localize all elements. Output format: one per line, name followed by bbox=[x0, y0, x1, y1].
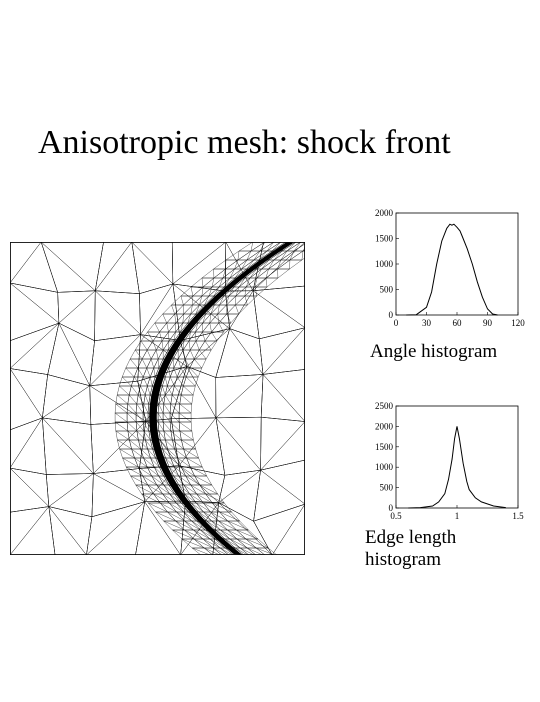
anisotropic-mesh-figure bbox=[10, 242, 305, 555]
edge-hist-ytick-label: 0 bbox=[389, 503, 394, 513]
angle-hist-ytick-label: 500 bbox=[380, 285, 394, 295]
angle-hist-ytick-label: 1500 bbox=[375, 234, 394, 244]
edge-hist-ytick-label: 1500 bbox=[375, 442, 394, 452]
edge-hist-ytick-label: 2500 bbox=[375, 401, 394, 411]
angle-hist-xtick-label: 30 bbox=[422, 318, 432, 328]
angle-hist-xtick-label: 90 bbox=[483, 318, 493, 328]
edge-hist-xtick-label: 0.5 bbox=[390, 511, 402, 521]
angle-hist-xtick-label: 0 bbox=[394, 318, 399, 328]
edge-hist-ytick-label: 1000 bbox=[375, 462, 394, 472]
edge-caption-line2: histogram bbox=[365, 549, 441, 570]
edge-hist-axes-frame bbox=[395, 405, 519, 509]
edge-caption-line1: Edge length bbox=[365, 527, 457, 548]
edge-length-histogram-caption: Edge length histogram bbox=[365, 527, 456, 571]
angle-hist-ytick-label: 2000 bbox=[375, 208, 394, 218]
angle-hist-ytick-label: 0 bbox=[389, 310, 394, 320]
edge-hist-series-line bbox=[408, 426, 506, 509]
angle-histogram: 0 500 1000 1500 2000 0 30 60 90 120 bbox=[360, 205, 530, 340]
angle-hist-xtick-label: 120 bbox=[511, 318, 525, 328]
edge-length-histogram: 0 500 1000 1500 2000 2500 0.5 1 1.5 bbox=[360, 398, 530, 533]
angle-hist-ytick-label: 1000 bbox=[375, 259, 394, 269]
angle-hist-axes-frame bbox=[395, 212, 519, 316]
angle-hist-series-line bbox=[406, 223, 498, 316]
slide-title: Anisotropic mesh: shock front bbox=[38, 124, 451, 161]
mesh-frame bbox=[10, 242, 305, 555]
angle-hist-xtick-label: 60 bbox=[453, 318, 463, 328]
edge-hist-xtick-label: 1.5 bbox=[512, 511, 524, 521]
edge-hist-xtick-label: 1 bbox=[455, 511, 460, 521]
edge-hist-ytick-label: 2000 bbox=[375, 421, 394, 431]
edge-hist-ytick-label: 500 bbox=[380, 483, 394, 493]
angle-histogram-caption: Angle histogram bbox=[370, 341, 498, 362]
shock-front-band bbox=[149, 242, 294, 555]
refined-mesh-edges bbox=[114, 242, 305, 555]
